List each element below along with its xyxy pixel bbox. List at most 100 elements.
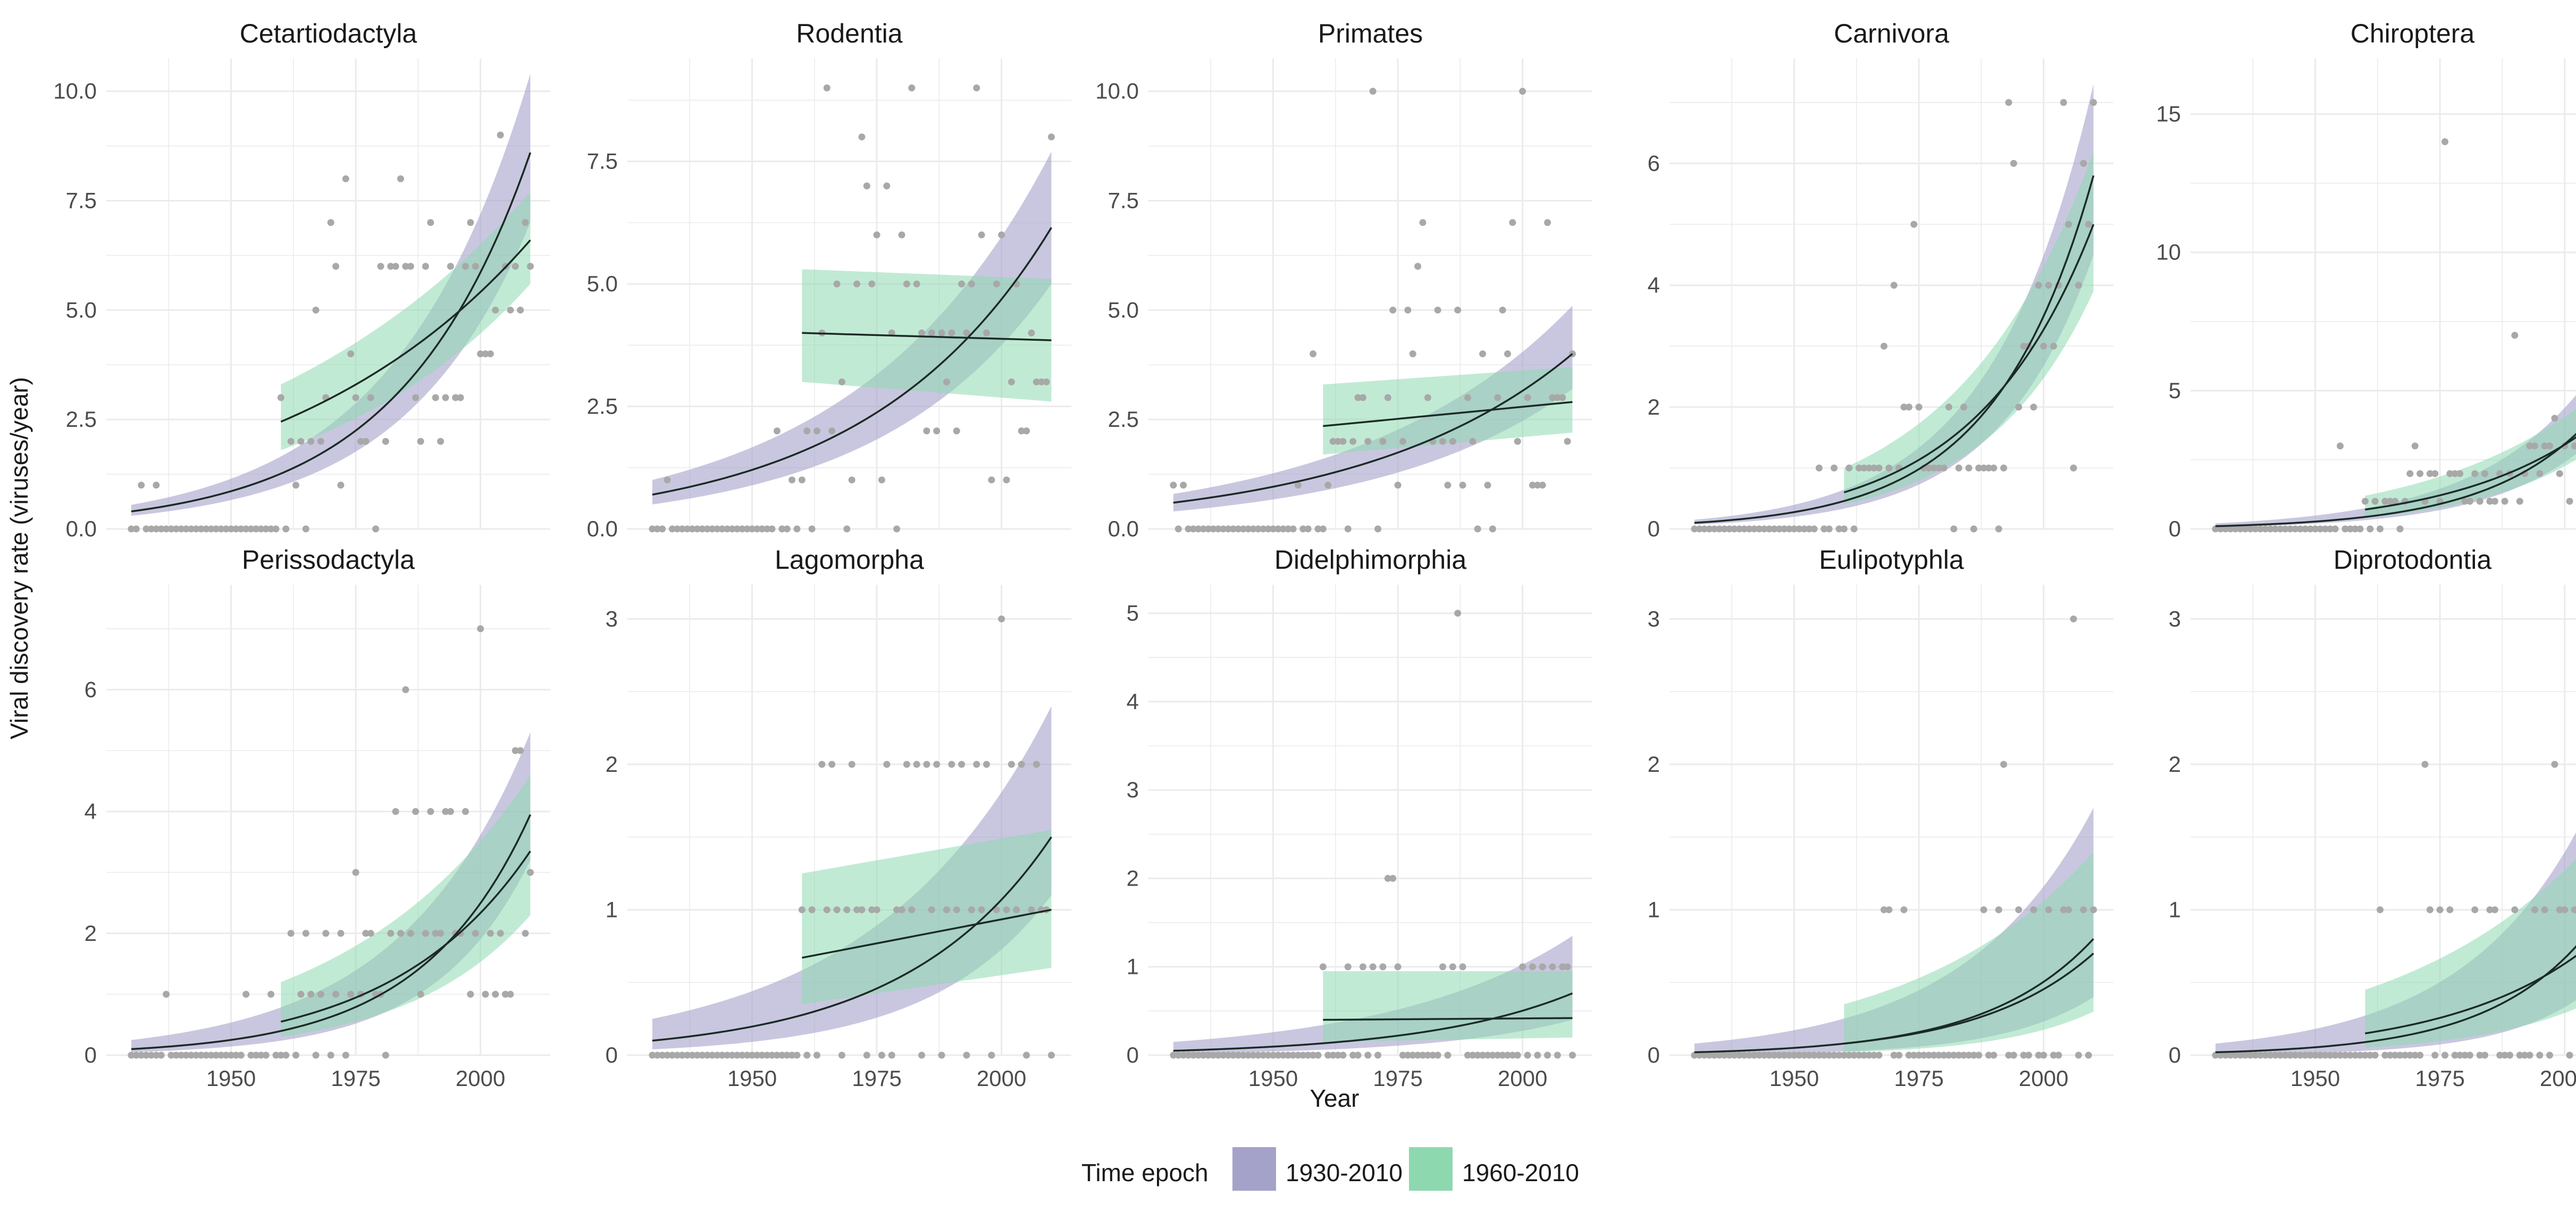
data-point [397, 175, 405, 182]
data-point [462, 808, 469, 815]
data-point [2227, 525, 2234, 533]
data-point [192, 1051, 200, 1059]
data-point [2556, 470, 2563, 477]
data-point [337, 482, 345, 489]
data-point [763, 1051, 771, 1059]
data-point [1324, 482, 1332, 489]
data-point [2361, 1051, 2369, 1059]
panel-diprotodontia: Diprotodontia 0 1 2 3 1950 1975 2000 [2169, 545, 2576, 1091]
data-point [868, 280, 876, 288]
data-point [1746, 1051, 1753, 1059]
data-point [2085, 1051, 2092, 1059]
panel-lagomorpha: Lagomorpha 0 1 2 3 1950 1975 2000 [606, 545, 1071, 1091]
data-point [2466, 498, 2473, 505]
data-point [412, 394, 419, 401]
data-point [417, 990, 424, 998]
data-point [2461, 498, 2469, 505]
data-point [492, 306, 499, 314]
data-point [858, 133, 866, 141]
data-point [1494, 394, 1501, 401]
data-point [2356, 1051, 2364, 1059]
y-tick-label: 4 [1648, 273, 1660, 298]
data-point [357, 437, 364, 445]
data-point [653, 525, 661, 533]
data-point [1224, 525, 1232, 533]
ribbon-1960-2010 [1844, 852, 2094, 1053]
data-point [2336, 1051, 2344, 1059]
data-point [1260, 525, 1267, 533]
data-point [178, 525, 185, 533]
data-point [933, 427, 941, 435]
data-point [1735, 525, 1743, 533]
data-point [689, 1051, 696, 1059]
data-point [1245, 525, 1252, 533]
data-point [1509, 1051, 1516, 1059]
data-point [442, 808, 449, 815]
data-point [753, 1051, 761, 1059]
data-point [2262, 1051, 2269, 1059]
data-point [1766, 1051, 1773, 1059]
data-point [1810, 1051, 1818, 1059]
data-point [783, 1051, 791, 1059]
data-point [1374, 1051, 1382, 1059]
data-point [948, 329, 955, 336]
data-point [1950, 1051, 1958, 1059]
data-point [128, 1051, 135, 1059]
data-point [1970, 1051, 1977, 1059]
data-point [1484, 482, 1491, 489]
data-point [1529, 482, 1536, 489]
data-point [1349, 1051, 1357, 1059]
data-point [1850, 1051, 1858, 1059]
data-point [297, 990, 305, 998]
data-point [1319, 525, 1327, 533]
data-point [1003, 476, 1010, 484]
data-point [2526, 442, 2533, 450]
data-point [2421, 761, 2429, 768]
data-point [1170, 1051, 1177, 1059]
x-tick-label: 2000 [1498, 1066, 1547, 1091]
data-point [1741, 525, 1748, 533]
data-point [1905, 403, 1912, 411]
data-point [332, 263, 340, 270]
data-point [482, 350, 489, 358]
data-point [2456, 1051, 2464, 1059]
data-point [1965, 1051, 1973, 1059]
data-point [1285, 1051, 1292, 1059]
data-point [689, 525, 696, 533]
data-point [1539, 482, 1546, 489]
data-point [1568, 1051, 1576, 1059]
data-point [2292, 1051, 2299, 1059]
data-point [1716, 1051, 1723, 1059]
panel-didelphimorphia: Didelphimorphia 0 1 2 3 4 5 1950 1975 2000 [1127, 545, 1592, 1091]
data-point [2212, 1051, 2219, 1059]
data-point [1384, 394, 1391, 401]
y-axis-title: Viral discovery rate (viruses/year) [5, 377, 33, 739]
data-point [2277, 1051, 2284, 1059]
data-point [2396, 1051, 2404, 1059]
data-point [472, 930, 479, 937]
data-point [2231, 525, 2239, 533]
data-point [1235, 525, 1242, 533]
data-point [1018, 761, 1025, 768]
data-point [402, 263, 409, 270]
data-point [232, 1051, 240, 1059]
data-point [2331, 1051, 2339, 1059]
data-point [674, 525, 681, 533]
data-point [1374, 525, 1382, 533]
data-point [1279, 525, 1287, 533]
data-point [172, 1051, 180, 1059]
data-point [1706, 1051, 1713, 1059]
panel-cetartiodactyla: Cetartiodactyla 0.0 2.5 5.0 7.5 10.0 [53, 19, 550, 541]
data-point [1409, 1051, 1416, 1059]
data-point [1726, 525, 1733, 533]
data-point [2441, 1051, 2448, 1059]
data-point [1339, 1051, 1347, 1059]
data-point [1960, 403, 1968, 411]
x-tick-label: 1975 [1894, 1066, 1943, 1091]
data-point [1459, 482, 1466, 489]
data-point [228, 525, 235, 533]
data-point [1038, 378, 1045, 385]
data-point [2030, 906, 2037, 913]
data-point [422, 930, 429, 937]
data-point [237, 1051, 245, 1059]
